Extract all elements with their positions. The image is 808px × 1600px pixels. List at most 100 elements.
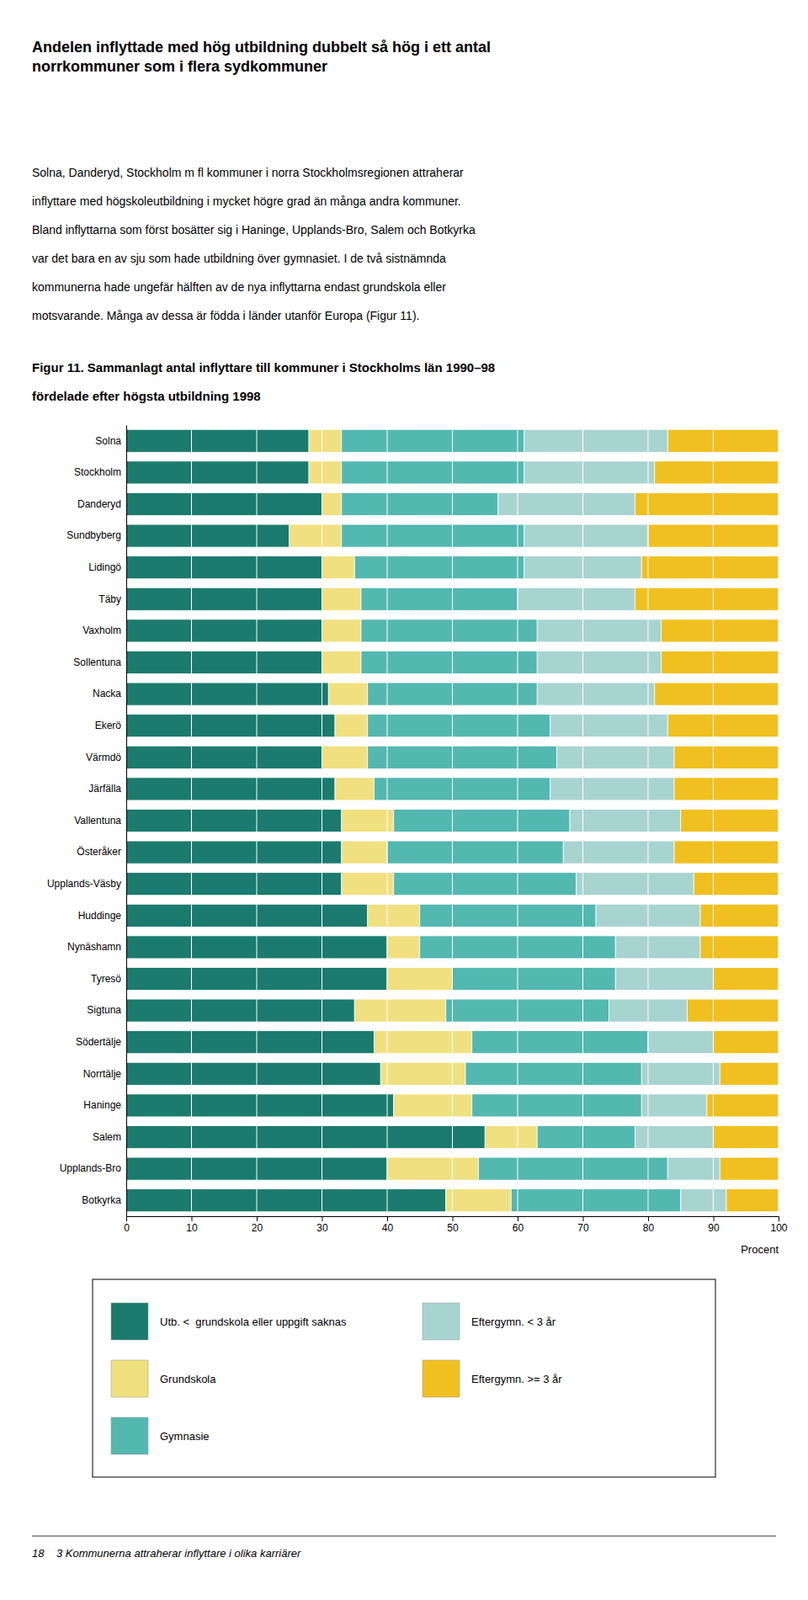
bar (322, 745, 368, 769)
y-tick-label: Upplands-Väsby (47, 877, 122, 890)
bar (341, 872, 394, 896)
bar (446, 999, 610, 1022)
bar (524, 429, 669, 452)
legend-swatch (422, 1360, 460, 1398)
bar (524, 461, 655, 484)
bar (635, 492, 780, 516)
bar (550, 714, 669, 738)
y-tick: Österåker (76, 845, 122, 858)
bar (576, 872, 695, 896)
y-tick: Haninge (83, 1099, 122, 1111)
bar (367, 745, 558, 769)
bar (569, 808, 681, 832)
x-tick-label: 80 (643, 1222, 655, 1234)
legend-label: Eftergymn. >= 3 år (471, 1372, 563, 1386)
bar (536, 650, 661, 674)
page-header-line: norrkommuner som i flera sydkommuner (31, 58, 328, 75)
legend-swatch (111, 1417, 149, 1455)
page-header-line: Andelen inflyttade med hög utbildning du… (31, 38, 491, 56)
bar (126, 999, 355, 1022)
legend-label: Grundskola (159, 1372, 217, 1386)
bar (693, 872, 779, 896)
bar (334, 714, 368, 738)
page-body-line: motsvarande. Många av dessa är födda i l… (31, 308, 420, 323)
x-tick-mark (778, 1216, 780, 1222)
bar (126, 682, 329, 706)
legend-swatch (111, 1360, 149, 1398)
page-header: Andelen inflyttade med hög utbildning du… (31, 38, 491, 75)
y-tick: Upplands-Väsby (47, 877, 122, 890)
y-tick: Solna (95, 435, 122, 447)
y-tick-label: Täby (98, 593, 122, 606)
bar (322, 492, 342, 516)
legend-box (92, 1279, 716, 1478)
y-tick-label: Upplands-Bro (59, 1162, 123, 1175)
y-tick-label: Sundbyberg (66, 529, 122, 542)
y-tick: Tyresö (90, 972, 122, 985)
bar-series (341, 429, 681, 1212)
y-tick-label: Nacka (92, 687, 122, 700)
grid-line (126, 425, 128, 1217)
bar (550, 777, 675, 801)
bar (667, 714, 779, 738)
bar (536, 1125, 635, 1149)
x-tick: 10 (186, 1216, 198, 1234)
bar (648, 1031, 714, 1054)
y-tick: Södertälje (75, 1036, 122, 1048)
bar (478, 1157, 669, 1181)
page-body-line: kommunerna hade ungefär hälften av de ny… (31, 280, 447, 294)
bar (536, 682, 655, 706)
bar (654, 682, 779, 706)
bar (126, 745, 323, 769)
bar (713, 967, 780, 990)
bar (126, 524, 290, 548)
x-tick-label: 0 (123, 1222, 130, 1234)
bar (680, 808, 779, 832)
bar (387, 935, 420, 959)
y-tick: Danderyd (77, 498, 122, 511)
y-tick: Sigtuna (86, 1004, 122, 1016)
x-tick: 100 (770, 1216, 787, 1234)
bar (726, 1189, 779, 1212)
bar (341, 840, 388, 864)
bar-series (635, 429, 780, 1212)
y-tick-label: Tyresö (90, 972, 122, 985)
x-tick: 40 (382, 1216, 394, 1234)
bar (700, 903, 779, 927)
bar (367, 903, 420, 927)
legend-swatch (111, 1302, 149, 1340)
bar (126, 1031, 375, 1054)
bar (446, 1189, 512, 1212)
y-tick: Sollentuna (73, 656, 122, 669)
bar (354, 999, 447, 1022)
y-tick: Salem (92, 1131, 122, 1143)
bar (472, 1094, 643, 1117)
y-tick-label: Södertälje (75, 1036, 122, 1048)
grid-line (256, 425, 258, 1217)
bar (126, 1125, 485, 1149)
x-tick-label: 40 (382, 1222, 394, 1234)
bar (641, 556, 779, 580)
y-tick-label: Botkyrka (81, 1194, 122, 1207)
bar (367, 714, 551, 738)
x-axis-line (127, 1217, 780, 1223)
x-axis: 0102030405060708090100 (123, 1216, 788, 1234)
x-tick-label: 10 (186, 1222, 198, 1234)
bar (341, 429, 525, 452)
bar (322, 619, 362, 643)
y-tick: Vallentuna (74, 814, 122, 827)
x-tick: 60 (512, 1216, 525, 1234)
bar (615, 967, 713, 990)
y-axis: SolnaStockholmDanderydSundbybergLidingöT… (47, 425, 128, 1218)
bar (361, 587, 518, 611)
bar (484, 1125, 537, 1149)
bar (341, 524, 525, 548)
bar (661, 650, 780, 674)
x-tick: 30 (316, 1216, 329, 1234)
legend: Utb. < grundskola eller uppgift saknasGr… (92, 1279, 716, 1478)
bar (674, 777, 779, 801)
chart-title: Figur 11. Sammanlagt antal inflyttare ti… (31, 360, 495, 375)
bar (341, 461, 525, 484)
bar (126, 872, 342, 896)
legend-label: Gymnasie (159, 1429, 210, 1443)
